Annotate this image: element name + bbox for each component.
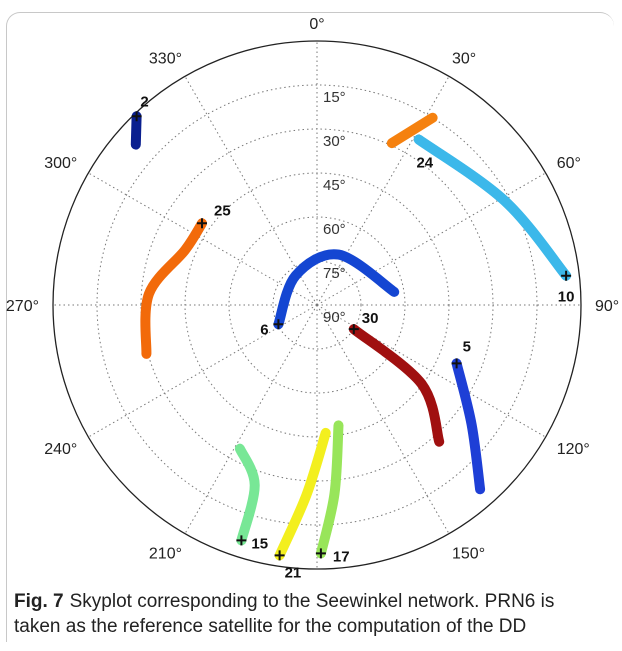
azimuth-tick-label: 210° — [149, 546, 182, 563]
satellite-track-5 — [451, 358, 486, 495]
prn-label-15: 15 — [251, 535, 268, 552]
caption-text: Skyplot corresponding to the Seewinkel n… — [14, 591, 555, 637]
elevation-tick-label: 60° — [323, 221, 346, 238]
azimuth-tick-label: 30° — [452, 50, 476, 67]
azimuth-spoke — [88, 304, 318, 438]
azimuth-spoke — [184, 76, 318, 306]
azimuth-spoke — [184, 304, 318, 534]
satellite-track-17 — [315, 420, 344, 559]
satellite-track-15 — [234, 443, 260, 546]
satellite-marker-17 — [315, 548, 326, 559]
satellite-track-O — [386, 112, 438, 149]
prn-label-25: 25 — [214, 202, 231, 219]
azimuth-spoke — [316, 304, 450, 534]
satellite-marker-6 — [273, 319, 284, 330]
satellite-marker-10 — [561, 270, 572, 281]
satellite-track-10 — [413, 134, 572, 281]
prn-label-24: 24 — [416, 155, 433, 172]
skyplot: 0° 30° 60° 90° 120° 150° 180° 210° 240° 270° 300° 3… — [6, 16, 619, 585]
azimuth-tick-label: 240° — [44, 441, 77, 458]
elevation-tick-label: 30° — [323, 133, 346, 150]
azimuth-spoke — [316, 304, 546, 438]
satellite-marker-2 — [131, 111, 142, 122]
azimuth-spoke — [88, 172, 318, 306]
satellite-marker-5 — [451, 358, 462, 369]
azimuth-tick-label: 270° — [6, 298, 39, 315]
figure-caption: Fig. 7 Skyplot corresponding to the Seewi… — [14, 589, 604, 639]
azimuth-spoke — [316, 172, 546, 306]
prn-label-30: 30 — [362, 310, 379, 327]
azimuth-tick-label: 120° — [557, 441, 590, 458]
satellite-track-21 — [274, 427, 331, 561]
azimuth-tick-label: 90° — [595, 298, 619, 315]
elevation-tick-label: 15° — [323, 89, 346, 106]
prn-label-5: 5 — [463, 338, 471, 355]
satellite-marker-25 — [197, 218, 207, 229]
satellite-marker-15 — [236, 535, 247, 546]
azimuth-tick-label: 0° — [309, 16, 324, 33]
elevation-ring — [228, 216, 406, 394]
satellite-marker-30 — [348, 324, 359, 335]
azimuth-tick-label: 150° — [452, 546, 485, 563]
prn-label-2: 2 — [140, 93, 148, 110]
figure-frame — [6, 12, 614, 642]
azimuth-tick-label: 300° — [44, 155, 77, 172]
prn-label-17: 17 — [333, 548, 350, 565]
prn-label-21: 21 — [285, 564, 302, 581]
azimuth-tick-label: 180° — [300, 584, 333, 585]
elevation-tick-label: 75° — [323, 265, 346, 282]
elevation-tick-label: 45° — [323, 177, 346, 194]
caption-label: Fig. 7 — [14, 591, 64, 612]
satellite-marker-21 — [274, 550, 285, 561]
azimuth-spoke — [316, 76, 450, 306]
satellite-track-6 — [273, 249, 400, 330]
satellite-track-30 — [348, 324, 445, 447]
horizon-circle — [52, 40, 582, 570]
azimuth-tick-label: 330° — [149, 50, 182, 67]
prn-label-6: 6 — [260, 321, 268, 338]
satellite-track-25 — [140, 218, 207, 359]
elevation-ring — [96, 84, 538, 526]
azimuth-tick-label: 60° — [557, 155, 581, 172]
elevation-tick-label: 90° — [323, 309, 346, 326]
prn-label-10: 10 — [558, 289, 575, 306]
